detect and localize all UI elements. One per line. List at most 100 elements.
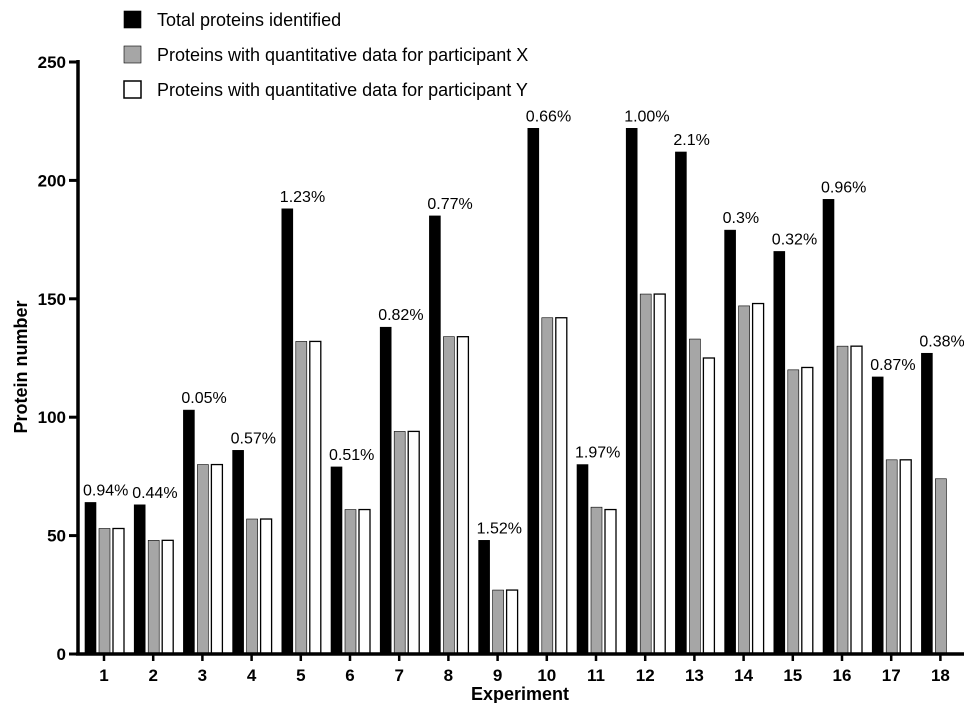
- bar-exp2-series1: [133, 504, 146, 655]
- data-label-exp17: 0.87%: [870, 357, 915, 374]
- y-tick-label: 50: [47, 527, 66, 546]
- bar-exp12-series2: [639, 293, 652, 655]
- x-axis-title: Experiment: [471, 684, 569, 703]
- bar-exp4-series2: [246, 518, 258, 655]
- bar-exp8-series3: [456, 336, 470, 655]
- bar-exp11-series2: [590, 506, 603, 655]
- bar-exp3-series1: [183, 409, 195, 655]
- bar-exp18-series1: [921, 352, 933, 655]
- bar-exp13-series2: [689, 338, 701, 655]
- bar-exp6-series3: [358, 508, 371, 655]
- bar-exp2-series3: [161, 539, 174, 655]
- bar-exp6-series1: [330, 466, 343, 655]
- bar-exp4-series1: [232, 450, 244, 655]
- x-tick-label: 6: [345, 666, 354, 685]
- bar-exp14-series1: [724, 229, 736, 655]
- bar-exp8-series1: [429, 215, 441, 655]
- bar-exp15-series3: [801, 366, 814, 655]
- data-label-exp11: 1.97%: [575, 445, 620, 462]
- bar-exp7-series1: [379, 326, 392, 655]
- bar-exp13-series1: [675, 151, 687, 655]
- x-tick-label: 12: [636, 666, 655, 685]
- legend-label-series2: Proteins with quantitative data for part…: [157, 45, 528, 65]
- legend-label-series1: Total proteins identified: [157, 10, 341, 30]
- bar-exp10-series1: [527, 128, 540, 655]
- y-tick-label: 0: [57, 645, 66, 664]
- x-tick-label: 5: [296, 666, 305, 685]
- bar-exp8-series2: [443, 336, 455, 655]
- data-label-exp14: 0.3%: [723, 210, 759, 227]
- bar-exp12-series3: [653, 293, 666, 655]
- bar-exp16-series3: [850, 345, 863, 655]
- bar-exp18-series2: [935, 478, 947, 655]
- bar-exp17-series2: [885, 459, 898, 655]
- data-label-exp15: 0.32%: [772, 231, 817, 248]
- bar-exp5-series3: [309, 340, 322, 655]
- y-tick-label: 200: [38, 171, 66, 190]
- y-tick-label: 100: [38, 408, 66, 427]
- bar-exp14-series3: [751, 302, 765, 655]
- data-label-exp9: 1.52%: [477, 520, 522, 537]
- x-tick-label: 14: [734, 666, 753, 685]
- data-label-exp13: 2.1%: [673, 132, 709, 149]
- x-tick-label: 9: [493, 666, 502, 685]
- data-label-exp7: 0.82%: [378, 307, 423, 324]
- bar-exp5-series2: [295, 341, 308, 655]
- x-tick-label: 18: [931, 666, 950, 685]
- data-label-exp1: 0.94%: [83, 482, 128, 499]
- legend-swatch-series2: [123, 45, 142, 64]
- bar-exp2-series2: [147, 540, 160, 655]
- bar-exp10-series2: [541, 317, 554, 655]
- bar-exp14-series2: [738, 305, 750, 655]
- bar-exp16-series1: [822, 199, 835, 655]
- bar-exp15-series2: [787, 369, 800, 655]
- legend: Total proteins identified Proteins with q…: [123, 10, 528, 100]
- bar-exp1-series2: [98, 528, 111, 655]
- x-tick-label: 13: [685, 666, 704, 685]
- bar-exp11-series3: [604, 508, 617, 655]
- bar-exp3-series2: [197, 464, 209, 655]
- x-axis: 1 2 3 4 5 6 7 8 9 10 11 12 13 14 15 16 17 18: [76, 652, 964, 685]
- x-tick-label: 1: [99, 666, 108, 685]
- x-tick-label: 2: [148, 666, 157, 685]
- data-label-exp6: 0.51%: [329, 447, 374, 464]
- data-label-exp4: 0.57%: [231, 430, 276, 447]
- y-axis: 0 50 100 150 200 250: [38, 53, 80, 664]
- y-tick-label: 150: [38, 290, 66, 309]
- x-tick-label: 7: [394, 666, 403, 685]
- bar-exp7-series3: [407, 430, 420, 655]
- x-tick-label: 8: [444, 666, 453, 685]
- x-tick-label: 11: [587, 666, 605, 685]
- data-label-exp8: 0.77%: [427, 196, 472, 213]
- bar-exp4-series3: [259, 518, 273, 655]
- bar-exp11-series1: [576, 464, 589, 655]
- bar-exp9-series3: [505, 589, 519, 655]
- bar-exp7-series2: [393, 431, 406, 655]
- bar-exp17-series3: [899, 459, 912, 655]
- bar-exp17-series1: [871, 376, 884, 655]
- legend-swatch-series1: [123, 10, 142, 29]
- data-label-exp18: 0.38%: [919, 333, 964, 350]
- x-tick-label: 16: [833, 666, 852, 685]
- data-label-exp5: 1.23%: [280, 189, 325, 206]
- bar-exp12-series1: [625, 128, 638, 655]
- bar-exp1-series3: [112, 527, 125, 655]
- bar-exp5-series1: [281, 208, 294, 655]
- bar-exp1-series1: [84, 502, 97, 655]
- data-label-exp2: 0.44%: [132, 485, 177, 502]
- bars: [84, 128, 947, 655]
- bar-exp15-series1: [773, 251, 786, 655]
- data-label-exp12: 1.00%: [624, 108, 669, 125]
- bar-exp16-series2: [836, 345, 849, 655]
- y-tick-label: 250: [38, 53, 66, 72]
- x-tick-label: 17: [882, 666, 901, 685]
- legend-swatch-series3: [123, 80, 142, 99]
- x-tick-label: 10: [537, 666, 556, 685]
- legend-label-series3: Proteins with quantitative data for part…: [157, 80, 528, 100]
- x-tick-label: 4: [247, 666, 257, 685]
- x-tick-label: 3: [198, 666, 207, 685]
- data-label-exp3: 0.05%: [181, 390, 226, 407]
- bar-exp6-series2: [344, 509, 357, 655]
- bar-exp3-series3: [210, 463, 224, 655]
